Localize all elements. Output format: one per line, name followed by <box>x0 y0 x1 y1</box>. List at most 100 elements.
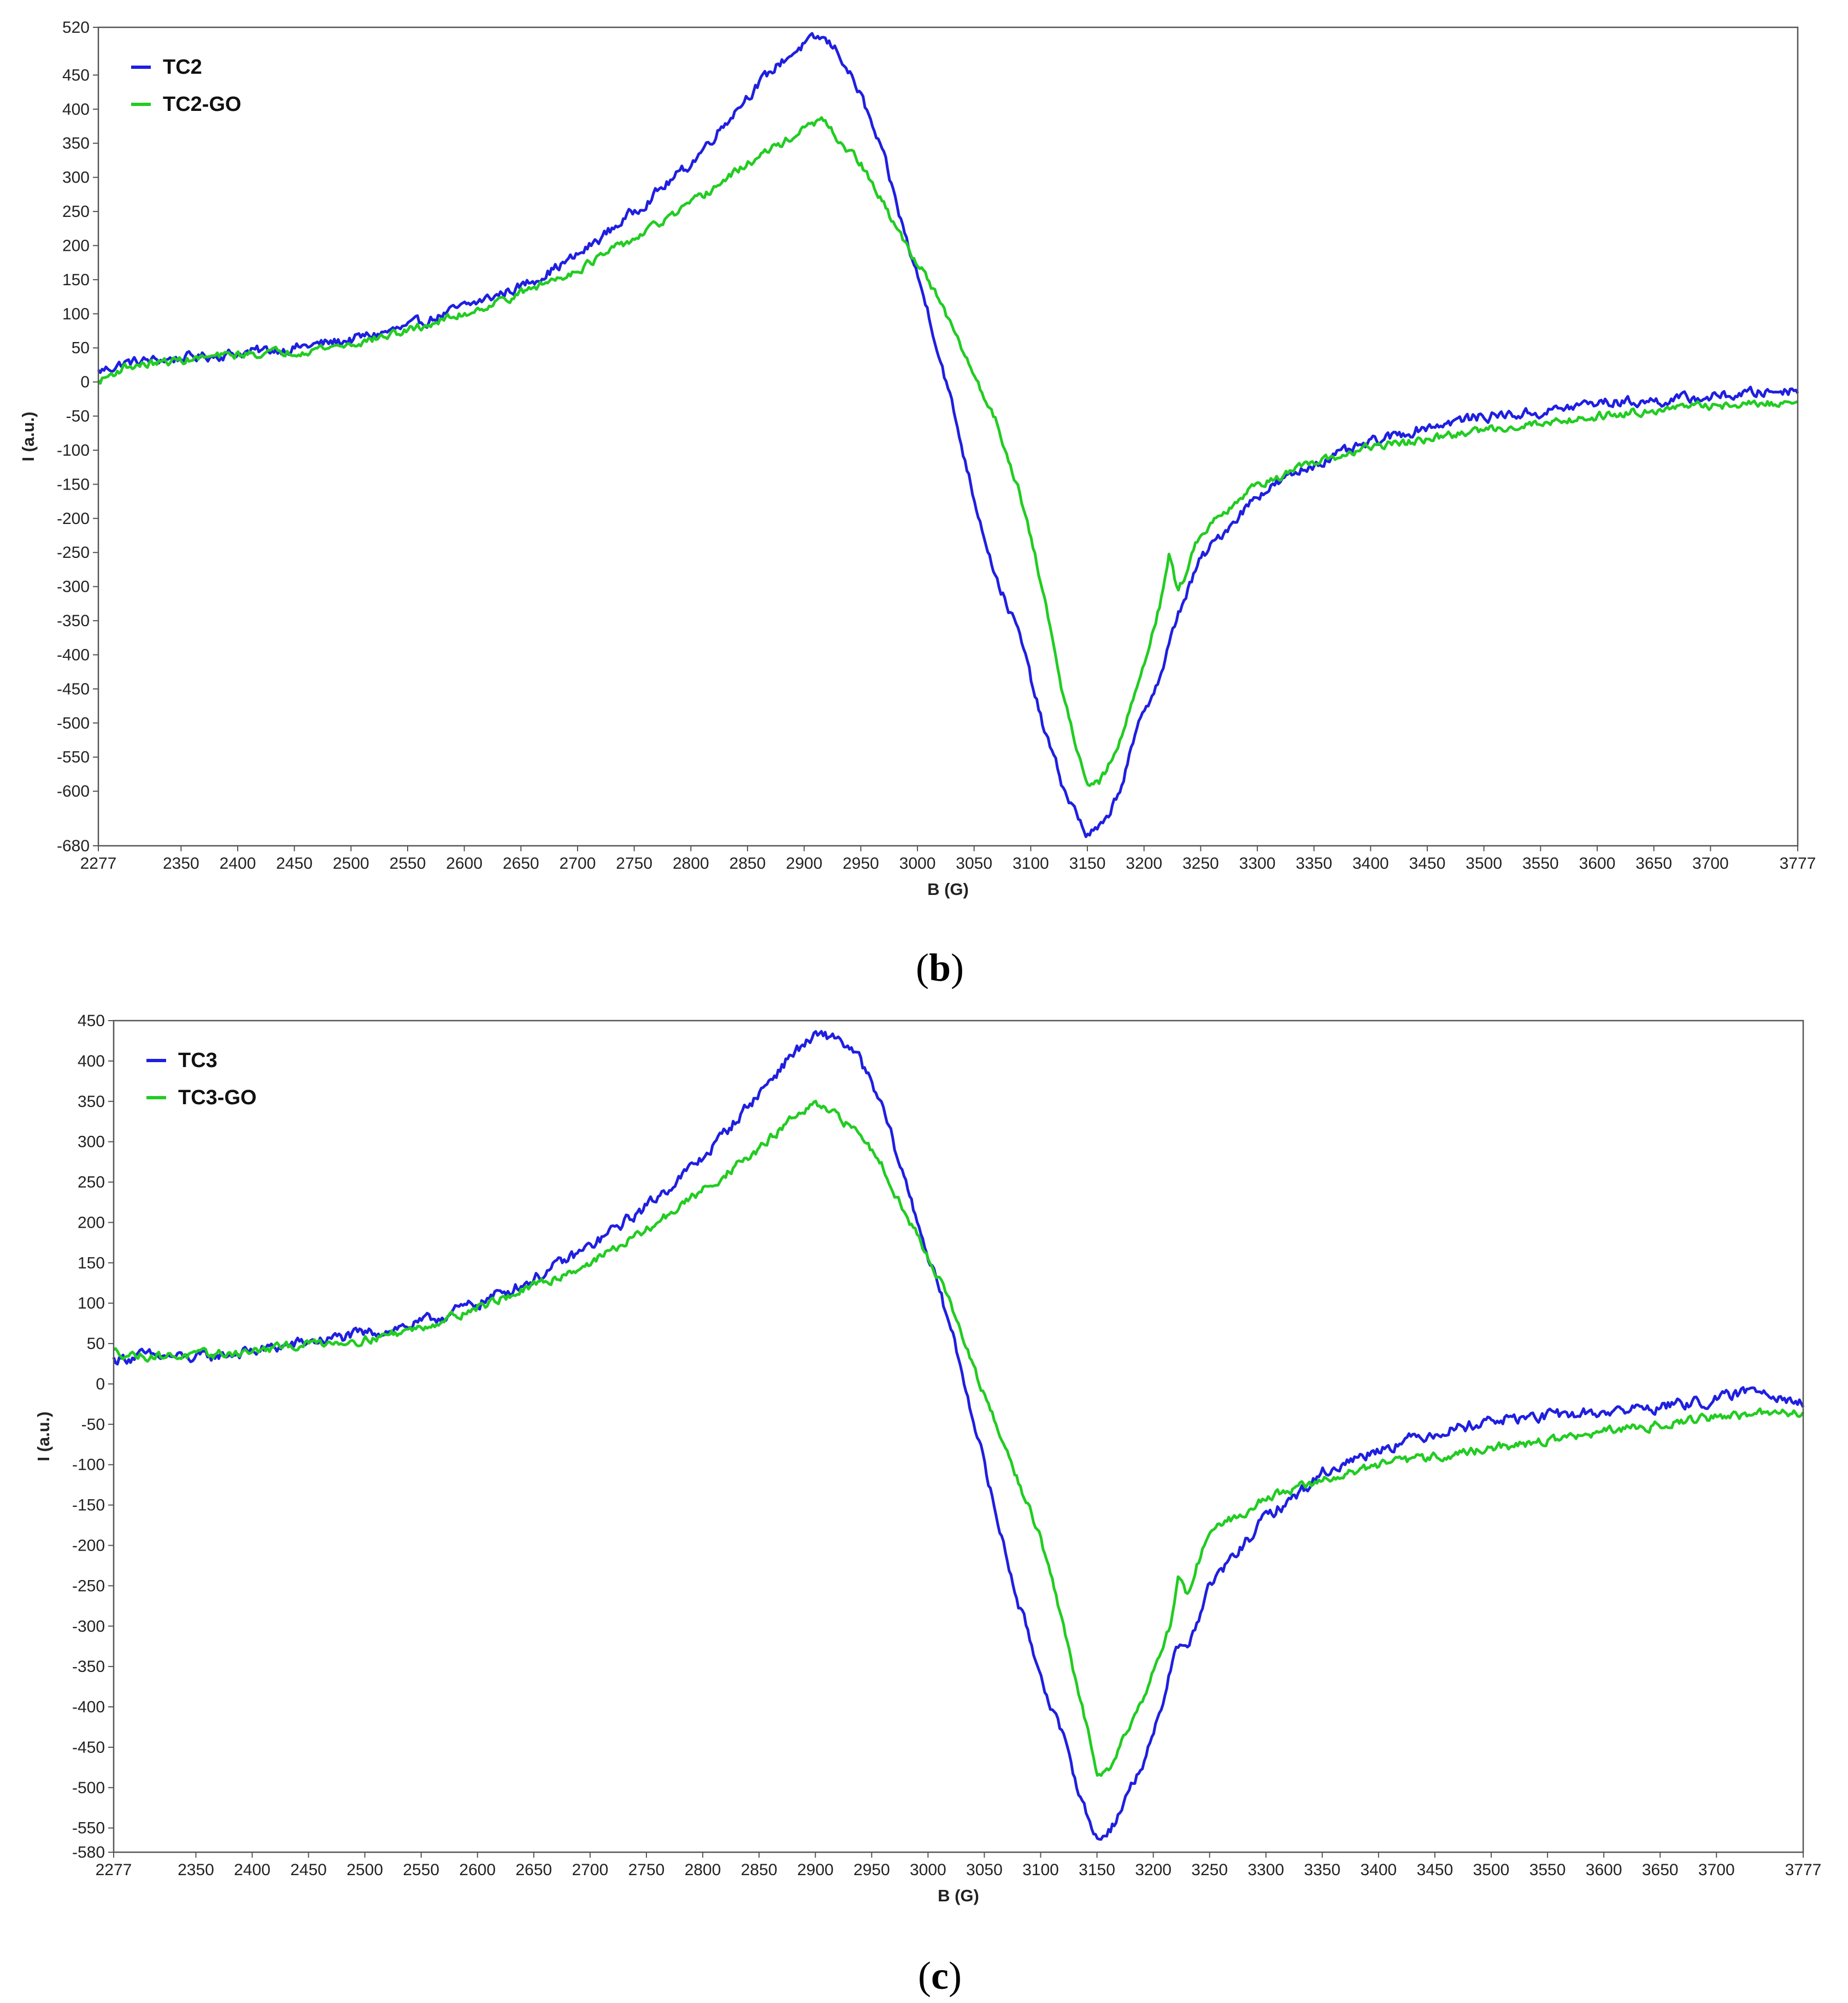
y-tick-label: -550 <box>57 749 90 767</box>
x-tick-label: 2950 <box>854 1861 890 1879</box>
x-tick-label: 2500 <box>346 1861 383 1879</box>
y-axis-title: I (a.u.) <box>19 411 38 461</box>
x-tick-label: 2277 <box>96 1861 132 1879</box>
x-tick-label: 3650 <box>1635 855 1672 873</box>
x-tick-label: 2450 <box>290 1861 327 1879</box>
panel-caption-letter: c <box>931 1954 949 1998</box>
x-tick-label: 2950 <box>843 855 879 873</box>
x-tick-label: 2277 <box>80 855 117 873</box>
chart-b-series <box>97 32 1799 838</box>
y-tick-label: -200 <box>72 1536 105 1554</box>
y-tick-label: -250 <box>72 1577 105 1595</box>
y-tick-label: 350 <box>78 1093 105 1111</box>
x-tick-label: 3550 <box>1529 1861 1566 1879</box>
x-tick-label: 3050 <box>956 855 992 873</box>
x-tick-label: 2700 <box>560 855 596 873</box>
x-tick-label: 2700 <box>572 1861 609 1879</box>
y-tick-label: -150 <box>72 1497 105 1515</box>
y-tick-label: 200 <box>78 1213 105 1232</box>
y-tick-label: 400 <box>62 101 90 119</box>
y-tick-label: -550 <box>72 1819 105 1837</box>
y-tick-label: 50 <box>72 339 90 357</box>
x-tick-label: 2500 <box>333 855 369 873</box>
panel-caption: (b) <box>916 946 964 989</box>
x-tick-label: 2550 <box>390 855 426 873</box>
x-tick-label: 2400 <box>220 855 256 873</box>
chart-b-ticks: 2277 2350 2400 2450 2500 2550 2600 2650 2700 2750… <box>57 19 1816 873</box>
x-tick-label: 2800 <box>673 855 709 873</box>
y-tick-label: -400 <box>57 646 90 664</box>
y-tick-label: -300 <box>72 1617 105 1635</box>
chart-b: 2277 2350 2400 2450 2500 2550 2600 2650 2700 2750… <box>19 19 1816 989</box>
x-tick-label: 3450 <box>1417 1861 1453 1879</box>
series-line-tc2-go <box>97 116 1798 787</box>
y-tick-label: 300 <box>62 169 90 187</box>
x-tick-label: 3600 <box>1579 855 1616 873</box>
y-tick-label: 0 <box>96 1375 105 1393</box>
chart-b-legend: TC2 TC2-GO <box>131 56 242 116</box>
y-tick-label: -680 <box>57 837 90 855</box>
x-tick-label: 2800 <box>685 1861 721 1879</box>
x-tick-label: 3150 <box>1069 855 1106 873</box>
legend-label: TC2 <box>163 56 202 79</box>
x-tick-label: 2750 <box>628 1861 665 1879</box>
x-axis-title: B (G) <box>938 1886 979 1905</box>
y-tick-label: 250 <box>62 203 90 221</box>
x-tick-label: 2350 <box>163 855 199 873</box>
x-tick-label: 3777 <box>1780 855 1816 873</box>
y-tick-label: -50 <box>66 408 90 426</box>
y-tick-label: -450 <box>57 680 90 698</box>
x-tick-label: 2650 <box>516 1861 552 1879</box>
y-tick-label: 520 <box>62 19 90 37</box>
y-tick-label: 100 <box>62 305 90 323</box>
legend-label: TC2-GO <box>163 93 242 116</box>
x-tick-label: 2600 <box>446 855 482 873</box>
y-tick-label: 100 <box>78 1294 105 1312</box>
y-tick-label: -600 <box>57 782 90 800</box>
chart-c-ticks: 2277 2350 2400 2450 2500 2550 2600 2650 2700 2750… <box>72 1012 1821 1879</box>
x-tick-label: 3500 <box>1473 1861 1510 1879</box>
y-tick-label: 0 <box>80 373 90 391</box>
y-tick-label: 250 <box>78 1174 105 1192</box>
y-tick-label: -150 <box>57 475 90 493</box>
x-tick-label: 2750 <box>616 855 652 873</box>
chart-b-plot-frame <box>97 26 1799 847</box>
y-tick-label: 450 <box>62 66 90 84</box>
x-tick-label: 3050 <box>966 1861 1003 1879</box>
x-tick-label: 3250 <box>1191 1861 1228 1879</box>
y-tick-label: 400 <box>78 1052 105 1070</box>
y-tick-label: 450 <box>78 1012 105 1030</box>
x-tick-label: 3400 <box>1352 855 1389 873</box>
x-tick-label: 2900 <box>797 1861 834 1879</box>
x-tick-label: 2400 <box>234 1861 270 1879</box>
x-tick-label: 3000 <box>899 855 936 873</box>
chart-c-plot-frame <box>113 1020 1804 1853</box>
x-tick-label: 3700 <box>1692 855 1729 873</box>
x-axis-title: B (G) <box>927 880 969 899</box>
y-tick-label: 200 <box>62 237 90 255</box>
x-tick-label: 2850 <box>729 855 766 873</box>
x-tick-label: 2850 <box>741 1861 778 1879</box>
y-tick-label: -300 <box>57 578 90 596</box>
y-tick-label: -400 <box>72 1698 105 1716</box>
x-tick-label: 2350 <box>178 1861 214 1879</box>
y-tick-label: 150 <box>62 271 90 289</box>
x-tick-label: 3600 <box>1586 1861 1622 1879</box>
y-tick-label: -100 <box>57 441 90 459</box>
y-tick-label: -580 <box>72 1843 105 1861</box>
x-tick-label: 3350 <box>1304 1861 1340 1879</box>
x-tick-label: 3777 <box>1785 1861 1822 1879</box>
chart-c-legend: TC3 TC3-GO <box>146 1049 257 1109</box>
x-tick-label: 3700 <box>1698 1861 1735 1879</box>
series-line-tc2 <box>97 32 1799 838</box>
legend-label: TC3-GO <box>178 1086 257 1109</box>
x-tick-label: 3000 <box>910 1861 946 1879</box>
y-axis-title: I (a.u.) <box>34 1411 53 1461</box>
panel-caption: (c) <box>918 1954 962 1998</box>
x-tick-label: 2900 <box>786 855 822 873</box>
y-tick-label: 150 <box>78 1254 105 1272</box>
y-tick-label: 350 <box>62 134 90 152</box>
x-tick-label: 3650 <box>1642 1861 1679 1879</box>
